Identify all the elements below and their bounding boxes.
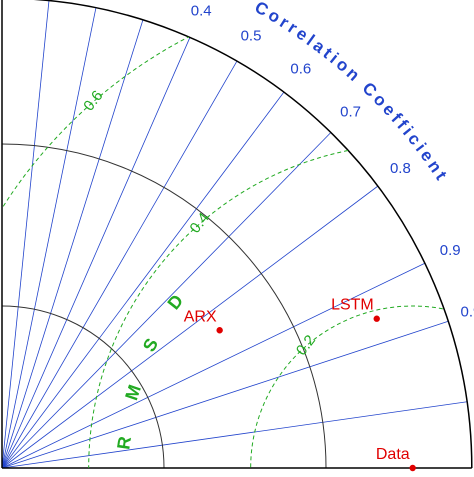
std-arc xyxy=(1,305,165,469)
corr-title-path: Correlation Coefficient xyxy=(252,0,450,186)
corr-line xyxy=(1,401,468,469)
corr-line xyxy=(1,7,97,469)
point-label: ARX xyxy=(184,308,217,325)
corr-tick-label: 0.95 xyxy=(460,303,474,320)
corr-line xyxy=(1,185,379,469)
rmsd-title: RMSD xyxy=(113,263,209,451)
corr-tick-label: 0.3 xyxy=(141,0,162,1)
corr-line xyxy=(1,320,449,469)
corr-title: Correlation Coefficient xyxy=(252,0,453,186)
point xyxy=(216,327,223,334)
corr-line xyxy=(1,60,238,469)
rmsd-title-path: RMSD xyxy=(113,263,173,451)
corr-tick-label: 0.5 xyxy=(241,28,262,45)
corr-line xyxy=(1,91,285,469)
corr-tick-label: 0.6 xyxy=(290,61,311,78)
rmsd-label: 0.4 xyxy=(187,210,213,237)
corr-tick-label: 0.9 xyxy=(440,242,461,259)
outer-arc xyxy=(32,0,473,469)
rmsd-arc xyxy=(88,143,472,468)
point xyxy=(373,315,380,322)
point-label: LSTM xyxy=(331,297,374,314)
corr-line xyxy=(1,0,50,469)
corr-tick-label: 0.8 xyxy=(390,160,411,177)
corr-line xyxy=(1,262,425,469)
corr-tick-label: 0.4 xyxy=(191,3,212,20)
corr-line xyxy=(1,132,332,469)
corr-tick-label: 0.7 xyxy=(340,103,361,120)
corr-line xyxy=(1,37,191,469)
point xyxy=(409,464,416,472)
rmsd-arc xyxy=(250,305,472,468)
std-arc xyxy=(1,143,327,469)
corr-line xyxy=(1,19,144,469)
point-label: Data xyxy=(376,446,410,463)
rmsd-label: 0.2 xyxy=(293,332,319,359)
